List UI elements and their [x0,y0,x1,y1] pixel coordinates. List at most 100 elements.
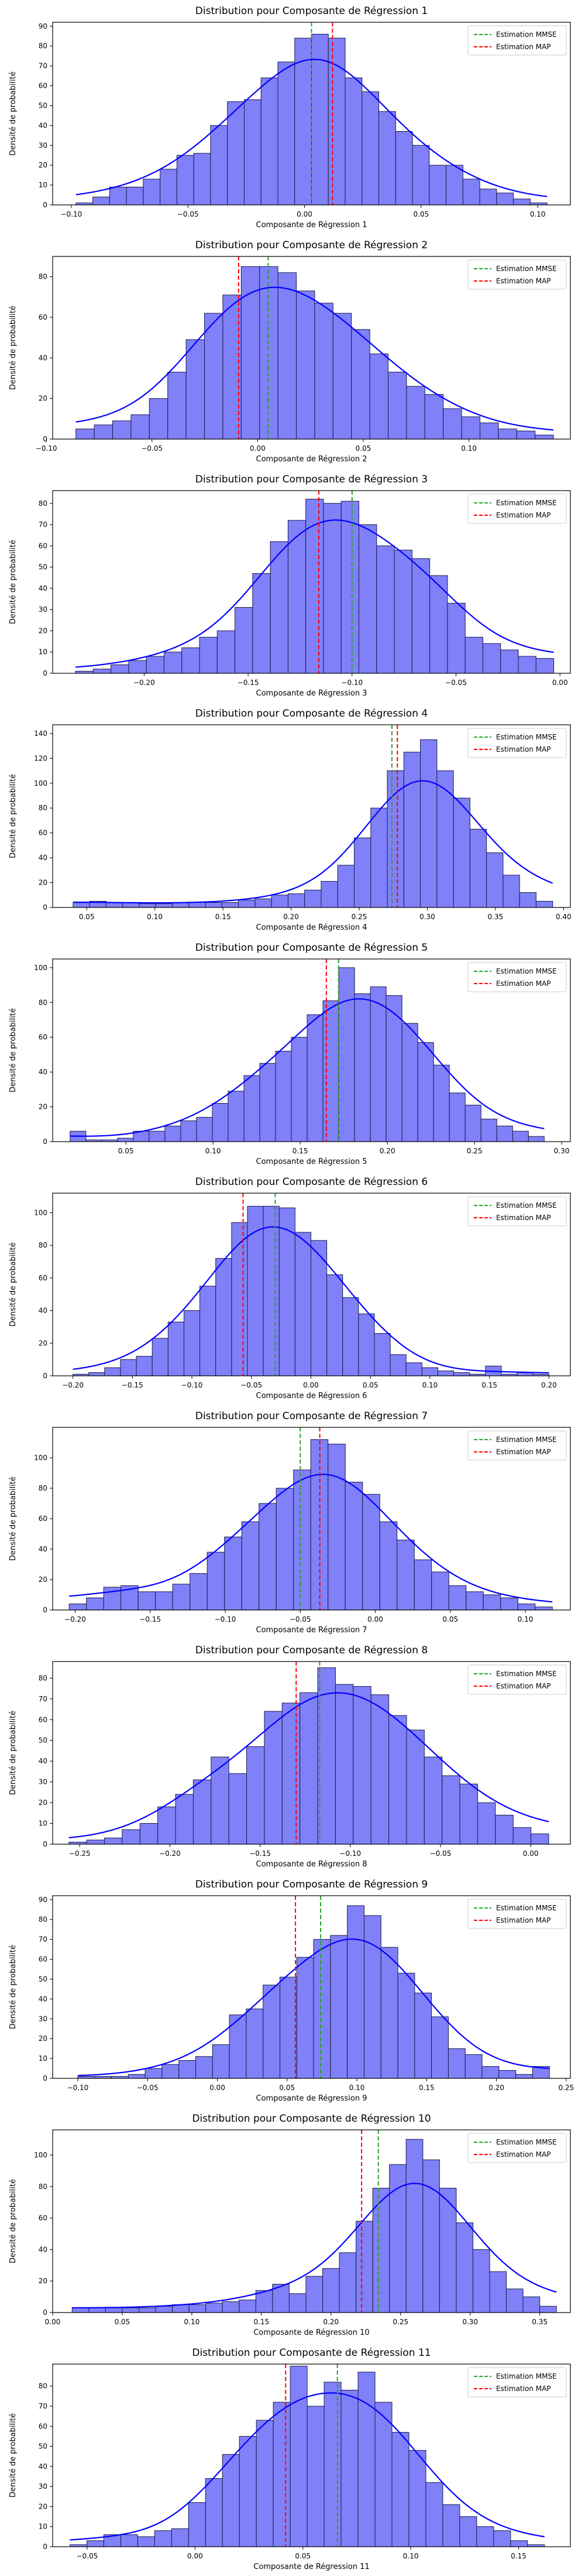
histogram-bar [263,1985,280,2079]
histogram-bar [496,193,514,205]
x-axis-label: Composante de Régression 6 [256,1392,367,1400]
histogram-bar [304,889,322,908]
histogram-bar [86,2540,104,2547]
histogram-bar [512,1827,532,1845]
x-tick-label: −0.15 [122,1381,143,1389]
x-tick-label: 0.25 [558,2084,574,2092]
histogram-bar [128,660,147,674]
y-tick-label: 20 [39,1339,47,1347]
x-tick-label: 0.05 [279,2084,295,2092]
histogram-bar [411,558,431,674]
histogram-bar [188,2502,206,2547]
histogram-bar [307,2406,325,2547]
histogram-bar [406,1729,425,1845]
x-axis-label: Composante de Régression 9 [256,2094,367,2103]
histogram-bar [92,669,112,674]
histogram-bar [163,652,183,674]
histogram-bar [323,503,342,674]
histogram-bar [539,2306,557,2313]
histogram-bar [370,986,387,1142]
histogram-bar [436,770,454,908]
legend-box [467,962,567,992]
histogram-bar [462,179,480,205]
histogram-bar [328,1444,346,1611]
histogram-bar [535,658,555,674]
histogram-bar [518,656,536,674]
legend-map-label: Estimation MAP [496,2385,551,2393]
chart-panel-6: Distribution pour Composante de Régressi… [9,1176,571,1400]
histogram-bar [199,636,218,674]
y-tick-label: 80 [39,804,47,812]
legend: Estimation MMSE Estimation MAP [467,259,567,290]
x-tick-label: 0.15 [253,2318,269,2326]
histogram-bar [281,1703,301,1845]
y-tick-label: 90 [39,22,47,30]
histogram-bar [155,1591,173,1611]
x-axis-label: Composante de Régression 5 [256,1157,367,1166]
x-axis-label: Composante de Régression 7 [256,1626,367,1635]
y-tick-label: 10 [39,1820,47,1828]
histogram-bar [263,1205,280,1376]
y-tick-label: 60 [39,542,47,550]
histogram-bar [259,1063,276,1142]
histogram-bar [461,416,481,440]
x-tick-label: 0.00 [523,1849,539,1858]
x-tick-label: 0.05 [118,1147,134,1155]
x-tick-label: 0.10 [518,1615,534,1623]
kde-curve [73,780,553,904]
legend-box [467,2367,567,2397]
histogram-bar [335,1684,354,1845]
y-tick-label: 0 [43,2074,47,2082]
histogram-bar [288,2293,307,2313]
histogram-bar [522,2296,541,2313]
histogram-bar [199,1286,216,1376]
y-tick-label: 100 [34,964,47,972]
kde-curve [70,2392,545,2541]
histogram-bar [210,125,228,205]
kde-curve [77,1938,550,2077]
histogram-bar [431,2016,449,2079]
y-tick-label: 60 [39,2422,47,2430]
histogram-bar [464,1105,481,1142]
histogram-bar [456,2222,473,2313]
histogram-bar [395,131,413,205]
histogram-bar [271,895,288,908]
histogram-bar [130,414,150,440]
histogram-bar [496,1125,513,1142]
legend-mmse-label: Estimation MMSE [496,499,557,507]
x-tick-label: 0.05 [295,2552,311,2560]
histogram-bar [500,1597,518,1611]
histogram-bar [104,1367,121,1376]
y-tick-label: 0 [43,2543,47,2551]
y-tick-label: 50 [39,101,47,109]
y-axis-label: Densité de probabilité [9,1711,18,1795]
y-tick-label: 40 [39,584,47,592]
chart-title: Distribution pour Composante de Régressi… [195,1410,428,1422]
histogram-bar [137,1591,156,1611]
y-tick-label: 40 [39,1995,47,2003]
histogram-bar [459,1783,478,1845]
histogram-bar [260,77,278,205]
legend: Estimation MMSE Estimation MAP [467,25,567,56]
chart-panel-10: Distribution pour Composante de Régressi… [9,2113,571,2337]
x-tick-label: 0.05 [414,210,429,218]
histogram-bar [235,607,253,674]
histogram-bar [498,2070,517,2079]
legend-mmse-label: Estimation MMSE [496,1904,557,1912]
histogram-bar [500,649,519,674]
histogram-bar [196,1116,213,1142]
histogram-bar [252,573,271,674]
histogram-bar [128,2074,146,2079]
histogram-bar [464,2054,483,2079]
chart-panel-8: Distribution pour Composante de Régressi… [9,1645,571,1869]
plot-frame [52,1193,571,1376]
legend: Estimation MMSE Estimation MAP [467,2367,567,2397]
y-tick-label: 50 [39,563,47,571]
histogram-bar [442,1775,460,1845]
y-tick-label: 80 [39,1484,47,1492]
x-tick-label: −0.05 [290,1615,311,1623]
y-tick-label: 40 [39,1545,47,1553]
histogram-bar [531,1833,549,1845]
histogram-bar [139,2307,156,2313]
